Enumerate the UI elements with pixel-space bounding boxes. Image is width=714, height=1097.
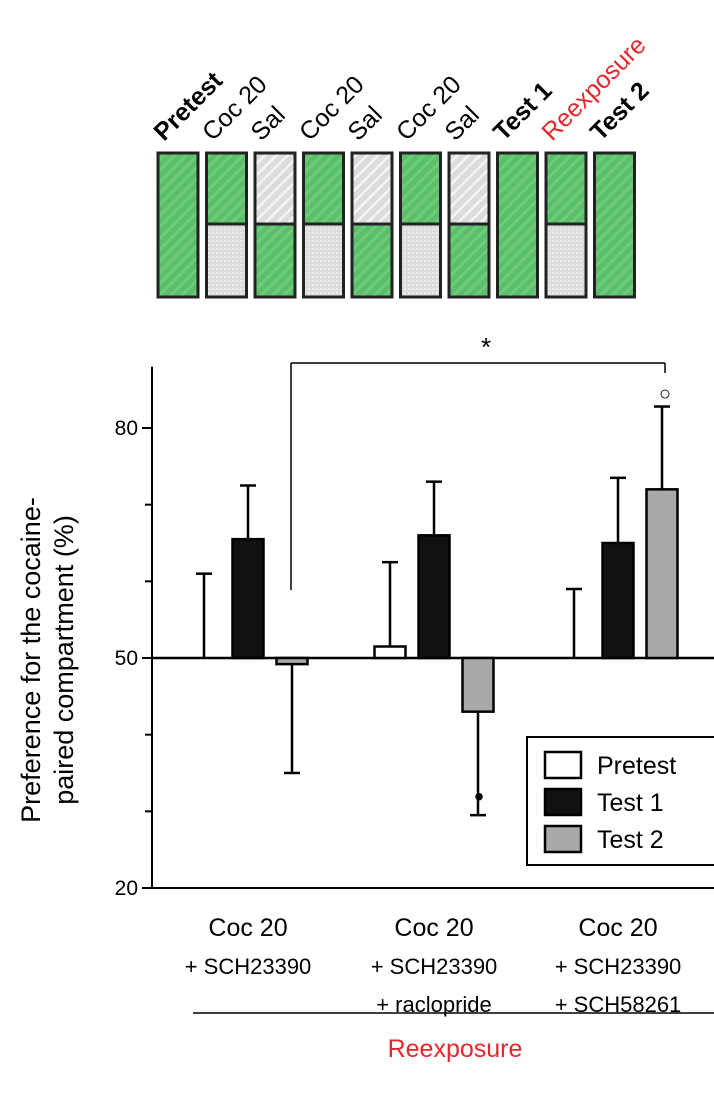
bar-chart: 20 50 80 Preference for the cocaine-paired … [16, 332, 714, 1063]
lower-compartment [449, 224, 489, 297]
upper-compartment [400, 153, 441, 224]
session-box-5: Sal [342, 101, 394, 299]
session-box-full [593, 151, 636, 299]
group-label: Reexposure [388, 1035, 523, 1063]
lower-compartment [400, 224, 441, 297]
significance-star: * [481, 332, 491, 362]
upper-compartment [206, 153, 247, 224]
bar-test-1 [601, 541, 635, 660]
x-tick-label: + SCH23390 [371, 954, 498, 979]
legend-swatch [543, 787, 583, 817]
legend-swatch [543, 824, 583, 854]
x-tick-label: Coc 20 [394, 914, 473, 942]
legend-label: Test 2 [597, 826, 664, 854]
open-circle-marker: ○ [659, 383, 671, 405]
significance-bracket: * [290, 332, 666, 590]
upper-compartment [352, 153, 392, 224]
session-box-3: Sal [245, 101, 297, 299]
upper-compartment [546, 153, 586, 224]
bar-test-2 [461, 656, 495, 713]
legend-label: Pretest [597, 752, 676, 780]
y-tick-label: 20 [115, 877, 138, 900]
y-axis-label: Preference for the cocaine- [16, 497, 46, 823]
upper-compartment [255, 153, 295, 224]
lower-compartment [352, 224, 392, 297]
session-box-full [496, 151, 539, 299]
lower-compartment [546, 224, 586, 297]
lower-compartment [255, 224, 295, 297]
x-tick-label: + SCH23390 [555, 954, 682, 979]
upper-compartment [449, 153, 489, 224]
lower-compartment [206, 224, 247, 297]
upper-compartment [303, 153, 344, 224]
legend: Pretest Test 1 Test 2 [526, 736, 714, 866]
y-axis-label: paired compartment (%) [49, 515, 79, 805]
bar-test-2 [645, 488, 679, 660]
session-box-full [156, 151, 200, 299]
lower-compartment [303, 224, 344, 297]
legend-label: Test 1 [597, 789, 664, 817]
bar-pretest [373, 645, 407, 660]
y-tick-label: 50 [115, 647, 138, 670]
filled-dot-marker: • [474, 781, 484, 812]
x-tick-label: Coc 20 [208, 914, 287, 942]
y-tick-label: 80 [115, 417, 138, 440]
legend-swatch [543, 750, 583, 780]
session-box-7: Sal [439, 101, 491, 299]
bar-test-1 [231, 537, 265, 660]
session-box-10: Test 2 [585, 77, 655, 299]
x-tick-label: + SCH23390 [185, 954, 312, 979]
x-tick-label: Coc 20 [578, 914, 657, 942]
bar-test-1 [417, 534, 451, 660]
bar-test-2 [275, 656, 309, 666]
